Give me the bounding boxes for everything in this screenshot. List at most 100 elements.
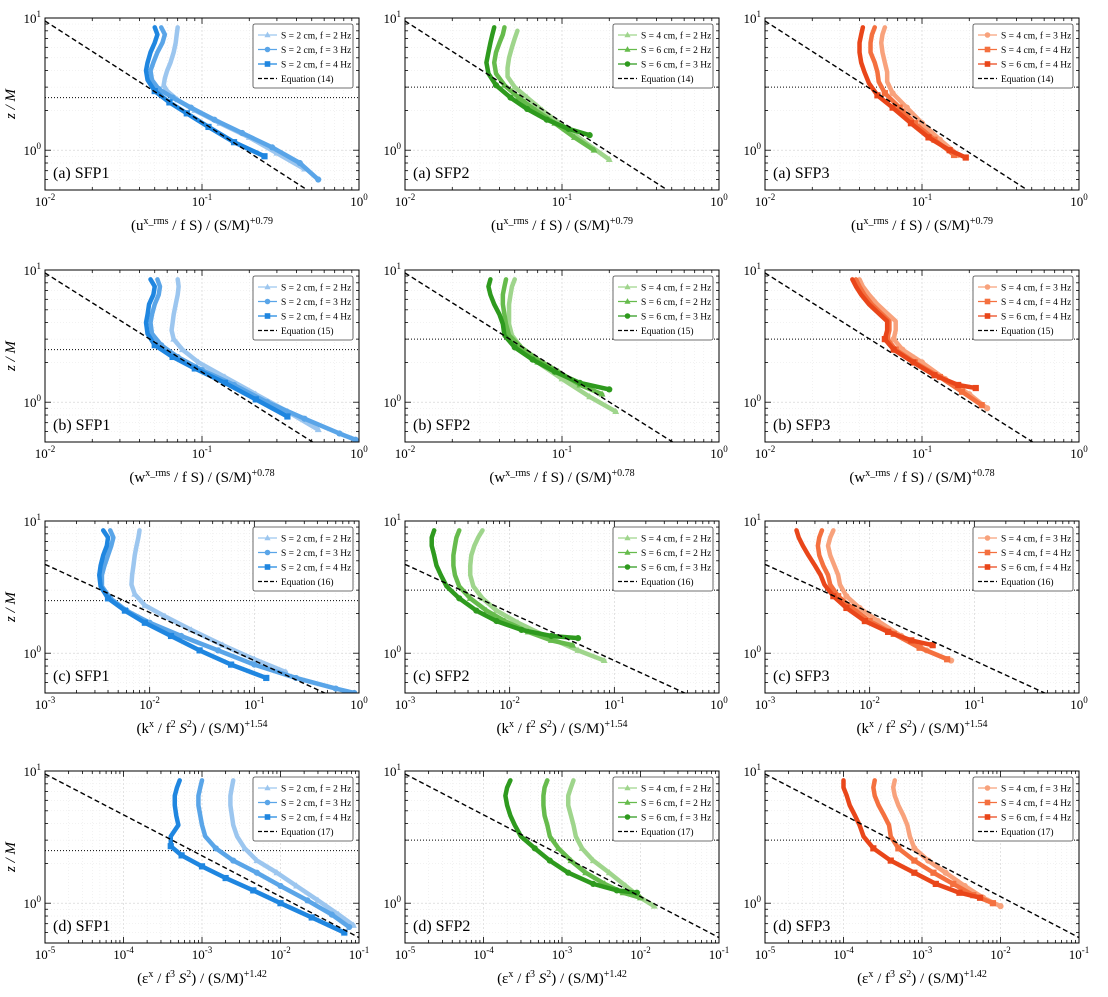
- y-tick-label: 101: [24, 512, 42, 529]
- x-tick-label: 10-2: [35, 192, 56, 209]
- legend-label: S = 6 cm, f = 3 Hz: [641, 562, 711, 573]
- plot-area: [45, 272, 359, 442]
- data-point: [167, 843, 174, 850]
- y-tick-label: 100: [744, 644, 762, 661]
- data-point: [895, 845, 902, 852]
- legend-item-equation: Equation (14): [978, 74, 1054, 85]
- data-point: [908, 637, 915, 644]
- y-tick-label: 101: [744, 9, 762, 26]
- x-tick-label: 10-2: [395, 444, 416, 461]
- y-tick-label: 101: [24, 762, 42, 779]
- data-point: [161, 612, 169, 619]
- data-point: [222, 874, 229, 882]
- legend-item: S = 6 cm, f = 3 Hz: [618, 812, 711, 823]
- y-tick-label: 101: [24, 261, 42, 278]
- y-tick-label: 100: [744, 141, 762, 158]
- data-point: [977, 894, 984, 901]
- data-point: [944, 656, 951, 663]
- data-point: [835, 593, 842, 600]
- series-line: [878, 25, 961, 158]
- legend-label: S = 4 cm, f = 4 Hz: [1001, 45, 1071, 56]
- legend-label: S = 4 cm, f = 3 Hz: [1001, 783, 1071, 794]
- data-point: [221, 379, 229, 386]
- x-tick-label: 100: [350, 444, 368, 461]
- legend-label: Equation (15): [281, 326, 334, 337]
- legend-marker: [984, 313, 991, 319]
- data-point: [956, 889, 963, 896]
- data-point: [183, 110, 190, 117]
- data-point: [911, 120, 918, 127]
- plot-area: [45, 528, 359, 693]
- legend-item: S = 4 cm, f = 2 Hz: [618, 282, 711, 293]
- legend: S = 2 cm, f = 2 Hz S = 2 cm, f = 3 Hz S = …: [252, 776, 354, 842]
- panel-label: (b) SFP3: [773, 417, 830, 434]
- legend-label: S = 2 cm, f = 3 Hz: [281, 548, 351, 559]
- x-tick-label: 10-1: [244, 695, 264, 712]
- legend-item: S = 6 cm, f = 2 Hz: [618, 297, 711, 308]
- data-point: [916, 644, 923, 651]
- axes-frame: [404, 520, 720, 694]
- equation-line: [45, 563, 327, 693]
- panel-a3: 10-2 10-1 100 100 101 (ux_rms / f S) / (S/M)+…: [744, 9, 1089, 234]
- panel-c1: 10-3 10-2 10-1 100 100 101 (kx / f2 S2) / (S/M…: [3, 512, 368, 737]
- data-point: [978, 402, 985, 409]
- legend-label: S = 2 cm, f = 3 Hz: [281, 45, 351, 56]
- axes-frame: [764, 520, 1080, 694]
- legend-label: S = 6 cm, f = 2 Hz: [641, 798, 711, 809]
- data-point: [529, 356, 536, 363]
- data-point: [308, 914, 315, 921]
- legend-label: S = 6 cm, f = 4 Hz: [1001, 59, 1071, 70]
- series-line: [868, 25, 957, 158]
- legend-label: Equation (17): [641, 827, 694, 838]
- panel-label: (d) SFP2: [413, 918, 470, 935]
- panel-d3: 10-5 10-4 10-3 10-2 10-1 100 101 (εx / f3 S2) /…: [744, 762, 1090, 987]
- data-point: [546, 857, 553, 864]
- legend-item-equation: Equation (17): [618, 827, 694, 838]
- legend-marker: [624, 46, 631, 52]
- legend-item-equation: Equation (17): [978, 827, 1054, 838]
- panel-a2: 10-2 10-1 100 100 101 (ux_rms / f S) / (S/M)+…: [384, 9, 729, 234]
- data-point: [605, 155, 613, 163]
- legend-marker: [624, 814, 631, 820]
- data-point: [558, 375, 566, 382]
- legend-item: S = 2 cm, f = 3 Hz: [258, 297, 351, 308]
- data-point: [889, 104, 896, 111]
- plot-area: [45, 20, 359, 190]
- data-point: [523, 93, 531, 101]
- legend-marker: [264, 283, 271, 290]
- series-3: [503, 778, 641, 896]
- data-point: [336, 430, 343, 437]
- data-point: [228, 661, 235, 668]
- data-point: [889, 90, 896, 97]
- legend-label: Equation (14): [1001, 74, 1054, 85]
- legend-label: S = 6 cm, f = 4 Hz: [1001, 311, 1071, 322]
- data-point: [466, 594, 474, 601]
- y-tick-label: 100: [24, 393, 42, 410]
- data-point: [962, 154, 969, 161]
- legend-item-equation: Equation (16): [978, 577, 1054, 588]
- equation-line: [45, 272, 314, 442]
- y-tick-label: 100: [24, 894, 42, 911]
- data-point: [612, 407, 620, 415]
- legend-marker: [984, 32, 991, 38]
- legend-label: S = 4 cm, f = 3 Hz: [1001, 533, 1071, 544]
- series-2: [148, 25, 322, 183]
- data-point: [881, 90, 888, 97]
- data-point: [554, 844, 562, 851]
- x-tick-label: 10-5: [35, 945, 56, 962]
- legend-item: S = 6 cm, f = 2 Hz: [618, 548, 711, 559]
- data-point: [293, 882, 300, 889]
- series-line: [506, 277, 619, 414]
- panel-label: (c) SFP2: [413, 668, 469, 685]
- plot-area: [405, 20, 719, 190]
- plot-area: [765, 272, 1079, 442]
- legend-marker: [264, 61, 271, 67]
- axes-frame: [404, 17, 720, 191]
- series-line: [228, 778, 356, 928]
- data-point: [890, 346, 897, 353]
- plot-area: [405, 272, 719, 442]
- legend: S = 2 cm, f = 2 Hz S = 2 cm, f = 3 Hz S = …: [252, 275, 354, 341]
- legend-item: S = 6 cm, f = 4 Hz: [978, 562, 1071, 573]
- y-tick-label: 101: [384, 762, 402, 779]
- plot-area: [765, 773, 1079, 939]
